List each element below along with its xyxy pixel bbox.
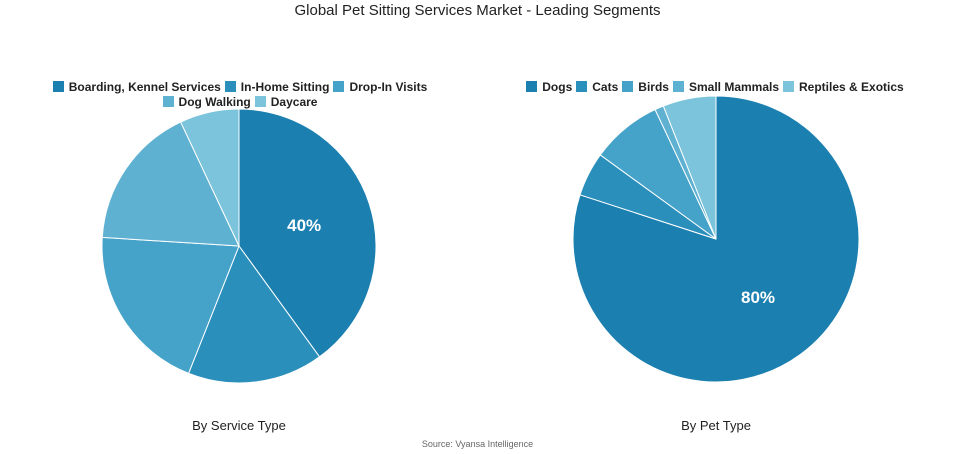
legend-item: In-Home Sitting bbox=[224, 80, 330, 95]
legend-swatch bbox=[254, 96, 266, 107]
legend-label: Drop-In Visits bbox=[349, 80, 428, 94]
chart-title: Global Pet Sitting Services Market - Lea… bbox=[294, 2, 661, 19]
legend-label: Daycare bbox=[270, 95, 318, 109]
legend-item: Reptiles & Exotics bbox=[783, 80, 904, 95]
legend-label: Reptiles & Exotics bbox=[799, 80, 904, 94]
legend-item: Boarding, Kennel Services bbox=[52, 80, 221, 95]
legend-swatch bbox=[672, 81, 684, 92]
legend-item: Small Mammals bbox=[672, 80, 780, 95]
legend-swatch bbox=[52, 81, 64, 92]
legend-swatch bbox=[526, 81, 538, 92]
legend-item: Cats bbox=[576, 80, 618, 95]
pie-slice-drop-in-visits bbox=[101, 236, 240, 375]
legend-label: Cats bbox=[592, 80, 619, 94]
legend-item: Drop-In Visits bbox=[333, 80, 427, 95]
pie-slice-in-home-sitting bbox=[187, 244, 321, 384]
legend-item: Dogs bbox=[526, 80, 572, 95]
pie-slice-reptiles-exotics bbox=[662, 95, 717, 240]
legend-swatch bbox=[576, 81, 588, 92]
legend-item: Dog Walking bbox=[162, 95, 251, 110]
source-note: Source: Vyansa Intelligence bbox=[421, 439, 534, 449]
legend-swatch bbox=[333, 81, 345, 92]
subtitle-pet-type: By Pet Type bbox=[681, 418, 751, 433]
legend-item: Birds bbox=[622, 80, 669, 95]
legend-label: Dogs bbox=[542, 80, 573, 94]
legend-label: Birds bbox=[638, 80, 669, 94]
legend-swatch bbox=[783, 81, 795, 92]
legend-item: Daycare bbox=[254, 95, 318, 110]
legend-label: Small Mammals bbox=[688, 80, 780, 94]
legend-swatch bbox=[162, 96, 174, 107]
legend-label: Boarding, Kennel Services bbox=[68, 80, 221, 94]
legend-label: Dog Walking bbox=[178, 95, 251, 109]
data-label: 40% bbox=[287, 216, 321, 235]
pie-slice-dog-walking bbox=[101, 121, 240, 247]
legend-swatch bbox=[622, 81, 634, 92]
subtitle-service-type: By Service Type bbox=[192, 418, 286, 433]
pie-slice-boarding-kennel-services bbox=[238, 108, 377, 358]
legend-service-type: Boarding, Kennel Services In-Home Sitting… bbox=[5, 80, 475, 110]
pie-slice-daycare bbox=[180, 108, 240, 247]
legend-label: In-Home Sitting bbox=[240, 80, 330, 94]
data-label: 80% bbox=[741, 288, 775, 307]
legend-pet-type: Dogs Cats Birds Small Mammals Reptiles & Exo… bbox=[500, 80, 930, 95]
legend-swatch bbox=[224, 81, 236, 92]
